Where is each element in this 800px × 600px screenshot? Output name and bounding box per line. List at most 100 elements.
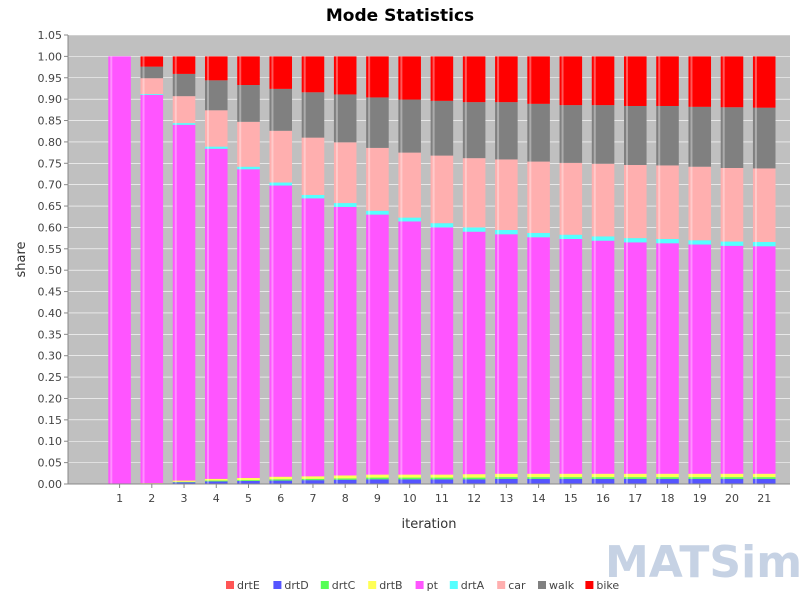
bar-segment-drtA xyxy=(527,232,550,238)
bar-stack-12 xyxy=(462,56,486,484)
bar-segment-walk xyxy=(333,94,357,143)
bar-segment-drtD xyxy=(301,480,325,484)
bar-segment-car xyxy=(430,155,454,224)
bar-sheen xyxy=(626,56,629,484)
bar-segment-pt xyxy=(527,237,550,474)
bar-segment-car xyxy=(495,159,518,230)
bar-segment-walk xyxy=(430,100,454,156)
bar-segment-walk xyxy=(591,105,615,164)
y-tick-label: 0.80 xyxy=(38,136,63,149)
bar-stack-17 xyxy=(624,56,647,484)
bar-segment-drtB xyxy=(591,473,615,478)
bar-segment-drtD xyxy=(688,478,712,484)
bar-segment-car xyxy=(752,168,776,242)
bar-stack-group xyxy=(108,56,776,484)
x-tick-label: 19 xyxy=(693,492,707,505)
legend-swatch xyxy=(449,581,458,589)
legend-item-pt: pt xyxy=(415,579,439,592)
chart-title: Mode Statistics xyxy=(326,6,474,26)
bar-segment-drtA xyxy=(462,227,486,232)
x-tick-label: 18 xyxy=(661,492,675,505)
bar-segment-bike xyxy=(366,56,389,98)
y-tick-label: 0.65 xyxy=(38,200,63,213)
bar-segment-car xyxy=(204,110,228,147)
y-tick-label: 0.15 xyxy=(38,414,63,427)
bar-segment-drtA xyxy=(495,229,518,235)
x-tick-label: 1 xyxy=(116,492,123,505)
bar-segment-walk xyxy=(398,99,421,153)
bar-stack-9 xyxy=(366,56,389,484)
bar-segment-drtA xyxy=(204,146,228,149)
bar-segment-drtD xyxy=(172,482,196,484)
bar-segment-pt xyxy=(688,244,712,474)
bar-segment-walk xyxy=(237,85,260,122)
bar-segment-drtC xyxy=(752,477,776,479)
bar-stack-1 xyxy=(108,56,131,484)
bar-segment-drtA xyxy=(559,234,583,239)
bar-segment-pt xyxy=(366,214,389,475)
x-tick-label: 6 xyxy=(277,492,284,505)
bar-segment-walk xyxy=(752,107,776,169)
y-tick-label: 0.10 xyxy=(38,435,63,448)
bar-segment-drtD xyxy=(333,479,357,484)
bar-segment-walk xyxy=(624,105,647,165)
bar-stack-15 xyxy=(559,56,583,484)
bar-sheen xyxy=(335,56,338,484)
bar-segment-pt xyxy=(495,234,518,474)
bar-sheen xyxy=(593,56,596,484)
y-tick-label: 0.45 xyxy=(38,286,63,299)
bar-segment-pt xyxy=(140,94,164,484)
bar-segment-pt xyxy=(462,231,486,475)
bar-segment-pt xyxy=(333,206,357,476)
bar-segment-drtC xyxy=(333,478,357,480)
bar-segment-drtC xyxy=(527,477,550,479)
bar-segment-drtB xyxy=(269,476,293,480)
x-axis-label: iteration xyxy=(402,517,457,532)
bar-stack-4 xyxy=(204,56,228,484)
y-tick-label: 0.40 xyxy=(38,307,63,320)
bar-segment-bike xyxy=(591,56,615,106)
bar-stack-7 xyxy=(301,56,325,484)
bar-segment-drtB xyxy=(752,473,776,478)
y-tick-label: 0.95 xyxy=(38,72,63,85)
bar-segment-drtB xyxy=(624,473,647,478)
bar-segment-drtC xyxy=(656,477,679,479)
bar-segment-pt xyxy=(301,198,325,477)
legend-swatch xyxy=(273,581,282,589)
bar-segment-car xyxy=(688,166,712,241)
bar-segment-walk xyxy=(656,105,679,166)
bar-sheen xyxy=(110,56,113,484)
bar-segment-bike xyxy=(495,56,518,103)
y-tick-label: 0.55 xyxy=(38,243,63,256)
bar-segment-drtD xyxy=(462,479,486,484)
axes xyxy=(67,35,790,485)
x-tick-label: 12 xyxy=(467,492,481,505)
bar-sheen xyxy=(722,56,725,484)
bar-segment-drtC xyxy=(269,479,293,481)
legend-label: bike xyxy=(596,579,619,592)
bar-segment-bike xyxy=(269,56,293,89)
bar-segment-bike xyxy=(204,56,228,81)
bar-sheen xyxy=(464,56,467,484)
bar-stack-16 xyxy=(591,56,615,484)
legend-item-drtE: drtE xyxy=(226,579,260,592)
bar-segment-drtA xyxy=(237,166,260,170)
bar-segment-drtA xyxy=(752,241,776,247)
bar-segment-bike xyxy=(624,56,647,106)
y-tick-label: 0.90 xyxy=(38,93,63,106)
bar-segment-drtC xyxy=(430,477,454,480)
x-tick-label: 16 xyxy=(596,492,610,505)
y-tick-label: 0.35 xyxy=(38,328,63,341)
bar-sheen xyxy=(400,56,403,484)
bar-segment-drtC xyxy=(688,477,712,479)
x-tick-label: 7 xyxy=(309,492,316,505)
bar-segment-drtA xyxy=(624,238,647,243)
legend-item-walk: walk xyxy=(538,579,575,592)
bar-segment-drtB xyxy=(688,473,712,478)
bar-segment-drtB xyxy=(720,473,744,478)
x-tick-label: 4 xyxy=(213,492,220,505)
x-tick-label: 9 xyxy=(374,492,381,505)
bar-segment-car xyxy=(269,130,293,183)
bar-segment-drtA xyxy=(301,194,325,199)
bar-segment-bike xyxy=(140,56,164,67)
